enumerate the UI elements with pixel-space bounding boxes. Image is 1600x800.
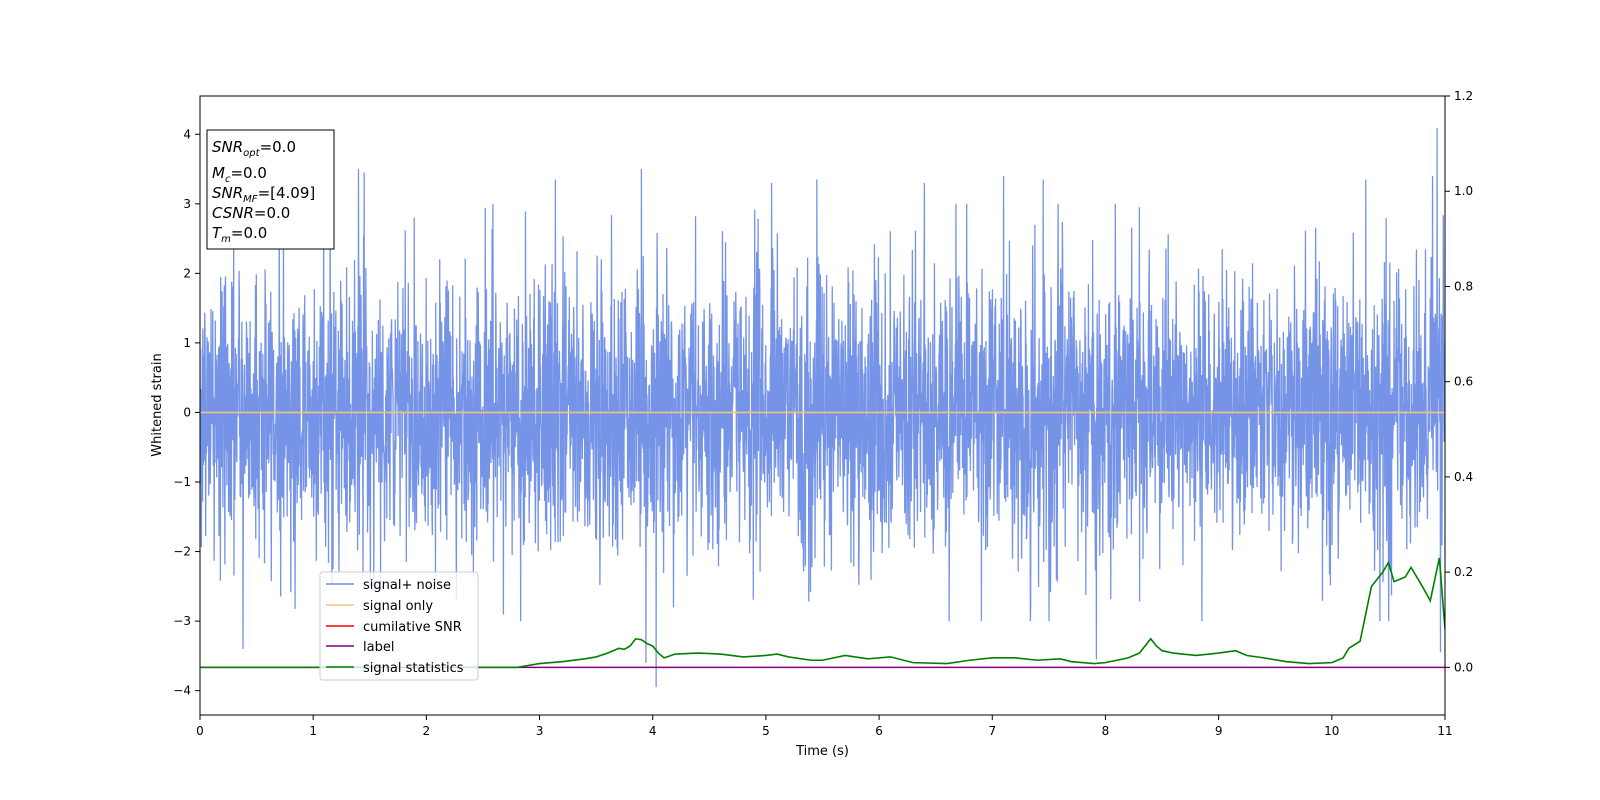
annotation-line-csnr: CSNR=0.0 [212,204,290,222]
y2-tick-label: 0.6 [1454,375,1473,389]
axes-frame [199,95,1446,716]
y-tick-label: −4 [173,684,191,698]
legend: signal+ noise signal only cumilative SNR… [319,571,479,681]
annotation-line-mc: Mc=0.0 [212,164,267,185]
legend-frame [319,571,479,681]
y-tick-label: 0 [183,405,191,419]
x-tick-label: 4 [649,724,657,738]
x-tick-label: 0 [196,724,204,738]
x-tick-label: 2 [423,724,431,738]
x-axis-label: Time (s) [795,744,849,759]
legend-label-signal-statistics: signal statistics [363,661,464,676]
legend-label-signal-noise: signal+ noise [363,578,451,593]
x-tick-label: 5 [762,724,770,738]
y-tick-label: 1 [183,336,191,350]
legend-label-signal-only: signal only [363,599,433,614]
y-tick-label: −3 [173,614,191,628]
series-line-signal-noise [200,127,1445,688]
x-tick-label: 8 [1102,724,1110,738]
legend-label-cumulative-snr: cumilative SNR [363,620,462,635]
series-line-signal-statistics [200,557,1445,669]
y-tick-label: −2 [173,545,191,559]
axes: 0 1 2 3 4 5 6 7 8 9 10 11 −4 −3 −2 −1 0 1 2 3 4 0.0 0.2 0.4 0.6 0… [173,89,1473,738]
y-tick-label: 3 [183,197,191,211]
x-tick-label: 6 [875,724,883,738]
x-tick-label: 9 [1215,724,1223,738]
annotation-line-snr-mf: SNRMF=[4.09] [212,184,315,205]
annotation-line-snr-opt: SNRopt=0.0 [212,138,296,159]
x-tick-label: 3 [536,724,544,738]
annotation-frame [206,129,335,250]
y-tick-label: −1 [173,475,191,489]
y2-tick-label: 0.2 [1454,565,1473,579]
y2-tick-label: 0.0 [1454,660,1473,674]
y-axis-label: Whitened strain [150,353,165,456]
y-tick-label: 4 [183,127,191,141]
y2-tick-label: 0.4 [1454,470,1473,484]
x-tick-label: 10 [1324,724,1339,738]
x-tick-label: 11 [1437,724,1452,738]
y-tick-label: 2 [183,266,191,280]
x-tick-label: 1 [309,724,317,738]
y2-tick-label: 0.8 [1454,279,1473,293]
y2-tick-label: 1.0 [1454,184,1473,198]
y2-tick-label: 1.2 [1454,89,1473,103]
annotation-box: SNRopt=0.0 Mc=0.0 SNRMF=[4.09] CSNR=0.0 … [206,129,335,250]
annotation-line-tm: Tm=0.0 [212,224,267,245]
x-tick-label: 7 [988,724,996,738]
legend-label-label: label [363,640,394,655]
